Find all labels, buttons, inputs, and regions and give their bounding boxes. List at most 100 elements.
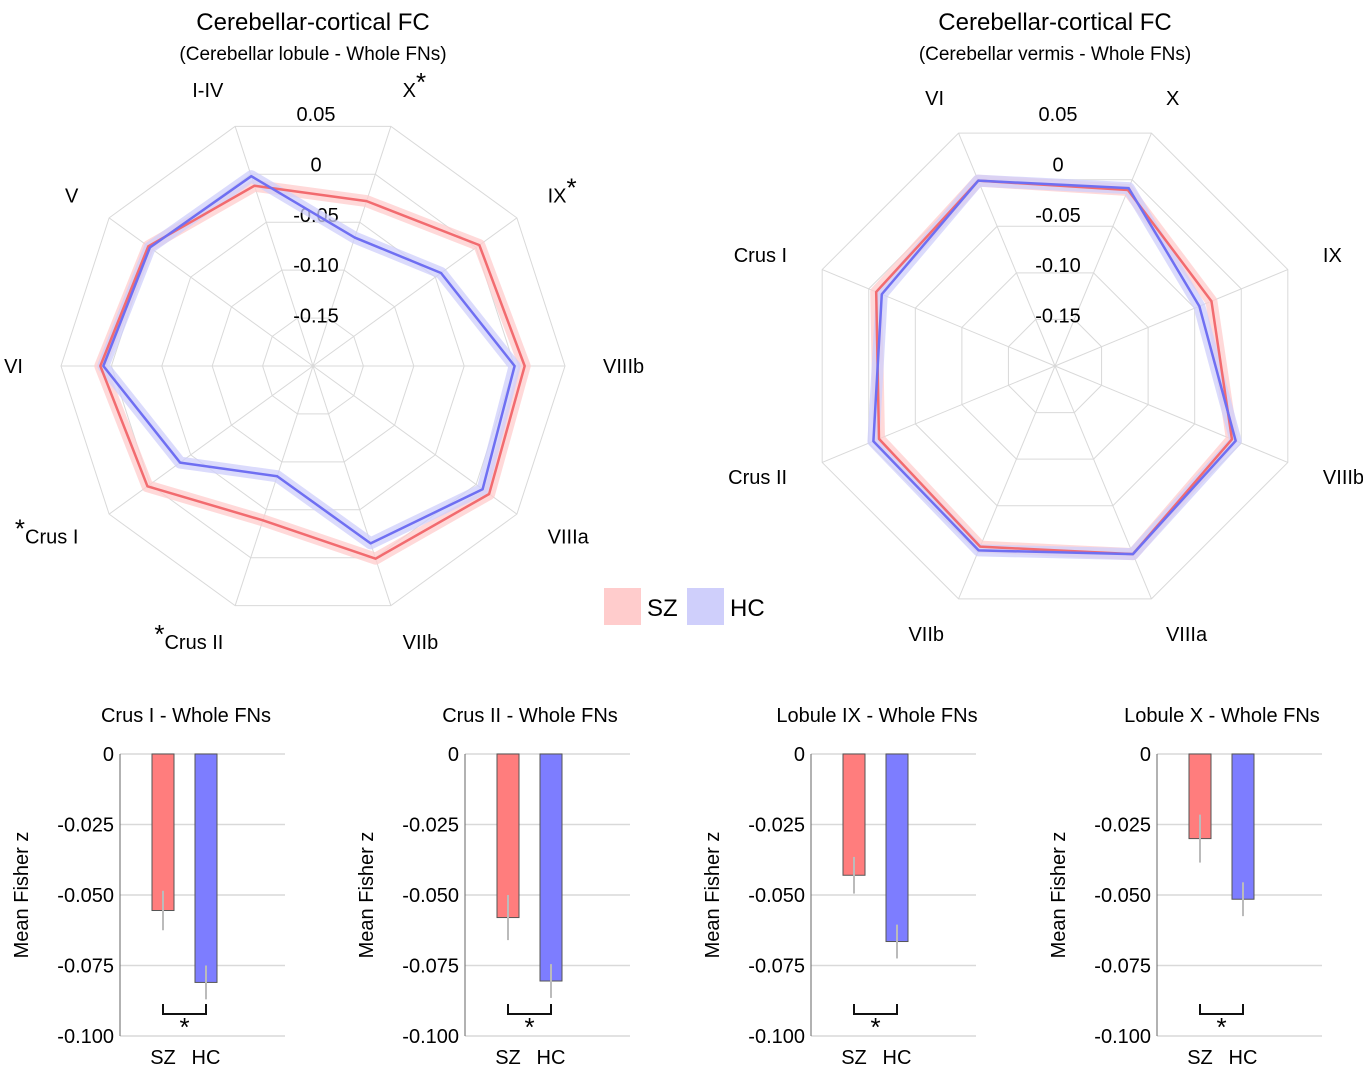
x-tick-label: HC: [1229, 1047, 1258, 1067]
y-tick-label: -0.075: [402, 956, 459, 978]
axis-label-i-iv: I-IV: [192, 80, 224, 102]
spoke: [312, 126, 392, 367]
x-tick-label: HC: [192, 1047, 221, 1067]
y-tick-label: -0.050: [1094, 885, 1151, 907]
radial-tick-label: -0.05: [1035, 205, 1081, 227]
bar-hc: [539, 753, 563, 982]
chart-title: Lobule X - Whole FNs: [1124, 705, 1320, 727]
bar-chart-lobule-x: Lobule X - Whole FNs Mean Fisher z 0 -0.025…: [1048, 705, 1322, 1067]
y-axis-label: Mean Fisher z: [11, 832, 33, 959]
spoke: [821, 269, 1056, 367]
y-tick-label: -0.075: [1094, 956, 1151, 978]
y-tick-label: -0.025: [402, 815, 459, 837]
axis-label-viiib: VIIIb: [1323, 467, 1363, 489]
axis-label-viiia: VIIIa: [1166, 624, 1208, 646]
bar-hc: [194, 753, 218, 983]
y-tick-label: -0.100: [748, 1026, 805, 1048]
y-tick-label: 0: [794, 744, 805, 766]
chart-subtitle: (Cerebellar vermis - Whole FNs): [919, 44, 1191, 65]
significance-bracket: [853, 1004, 898, 1015]
x-tick-label: SZ: [841, 1047, 867, 1067]
chart-title: Lobule IX - Whole FNs: [776, 705, 977, 727]
axis-label-vi: VI: [4, 356, 23, 378]
bar-chart-crus-i: Crus I - Whole FNs Mean Fisher z 0 -0.025 -0…: [11, 705, 285, 1067]
radial-tick-label: 0: [310, 154, 321, 176]
chart-title: Cerebellar-cortical FC: [196, 9, 429, 36]
spoke: [312, 217, 518, 367]
y-tick-label: -0.050: [57, 885, 114, 907]
y-tick-label: -0.025: [57, 815, 114, 837]
axis-label-x: X: [1166, 88, 1179, 110]
significance-star: *: [567, 173, 577, 203]
y-tick-label: -0.050: [748, 885, 805, 907]
radial-tick-label: 0.05: [1039, 104, 1078, 126]
y-tick-label: -0.100: [402, 1026, 459, 1048]
significance-star: *: [179, 1012, 189, 1042]
axis-label-crus-i: *Crus I: [15, 513, 78, 548]
x-tick-label: SZ: [150, 1047, 176, 1067]
legend: SZ HC: [604, 588, 765, 625]
bar-sz: [496, 753, 520, 919]
y-axis-label: Mean Fisher z: [702, 832, 724, 959]
x-tick-label: HC: [537, 1047, 566, 1067]
significance-star: *: [15, 513, 25, 543]
radar-chart-lobule: Cerebellar-cortical FC (Cerebellar lobule…: [4, 9, 644, 654]
axis-label-v: V: [65, 186, 79, 208]
significance-star: *: [154, 619, 164, 649]
axis-label-viib: VIIb: [908, 624, 944, 646]
spoke: [958, 365, 1056, 600]
spoke: [1054, 365, 1289, 463]
chart-title: Crus II - Whole FNs: [442, 705, 618, 727]
series-line-hc: [872, 179, 1237, 556]
y-tick-label: 0: [103, 744, 114, 766]
axis-label-crus-ii: Crus II: [728, 467, 787, 489]
spoke: [1054, 132, 1152, 367]
x-tick-label: HC: [883, 1047, 912, 1067]
axis-label-ix: IX*: [548, 173, 577, 208]
significance-bracket: [507, 1004, 552, 1015]
spoke: [821, 365, 1056, 463]
bar-chart-lobule-ix: Lobule IX - Whole FNs Mean Fisher z 0 -0.02…: [702, 705, 978, 1067]
axis-label-crus-i: Crus I: [734, 245, 787, 267]
spoke: [312, 365, 392, 606]
axis-label-crus-ii: *Crus II: [154, 619, 223, 654]
axis-label-viib: VIIb: [403, 632, 439, 654]
axis-label-x: X*: [403, 67, 426, 102]
legend-label-sz: SZ: [647, 595, 678, 622]
axis-label-ix: IX: [1323, 245, 1342, 267]
series-line-sz: [99, 184, 526, 560]
y-tick-label: 0: [448, 744, 459, 766]
y-tick-label: -0.025: [748, 815, 805, 837]
y-tick-label: -0.075: [57, 956, 114, 978]
radial-tick-label: 0: [1052, 154, 1063, 176]
chart-title: Crus I - Whole FNs: [101, 705, 271, 727]
radial-tick-label: -0.10: [1035, 255, 1081, 277]
y-tick-label: 0: [1140, 744, 1151, 766]
chart-subtitle: (Cerebellar lobule - Whole FNs): [179, 44, 446, 65]
bar-chart-crus-ii: Crus II - Whole FNs Mean Fisher z 0 -0.025 -…: [356, 705, 630, 1067]
spoke: [234, 126, 314, 367]
legend-label-hc: HC: [730, 595, 765, 622]
legend-swatch-hc: [687, 588, 724, 625]
spoke: [1054, 269, 1289, 367]
bar-hc: [1231, 753, 1255, 900]
bar-sz: [151, 753, 175, 912]
significance-bracket: [1199, 1004, 1244, 1015]
significance-star: *: [1216, 1012, 1226, 1042]
chart-title: Cerebellar-cortical FC: [938, 9, 1171, 36]
y-tick-label: -0.100: [57, 1026, 114, 1048]
y-tick-label: -0.075: [748, 956, 805, 978]
bar-hc: [885, 753, 909, 943]
radial-tick-label: -0.15: [1035, 306, 1081, 328]
significance-star: *: [416, 67, 426, 97]
y-axis-label: Mean Fisher z: [356, 832, 378, 959]
x-tick-label: SZ: [495, 1047, 521, 1067]
axis-label-vi: VI: [925, 88, 944, 110]
axis-label-viiib: VIIIb: [603, 356, 644, 378]
radial-tick-label: -0.15: [293, 306, 339, 328]
radar-chart-vermis: Cerebellar-cortical FC (Cerebellar vermis…: [728, 9, 1363, 646]
spoke: [108, 365, 314, 515]
y-tick-label: -0.025: [1094, 815, 1151, 837]
series-line-hc: [102, 174, 516, 545]
